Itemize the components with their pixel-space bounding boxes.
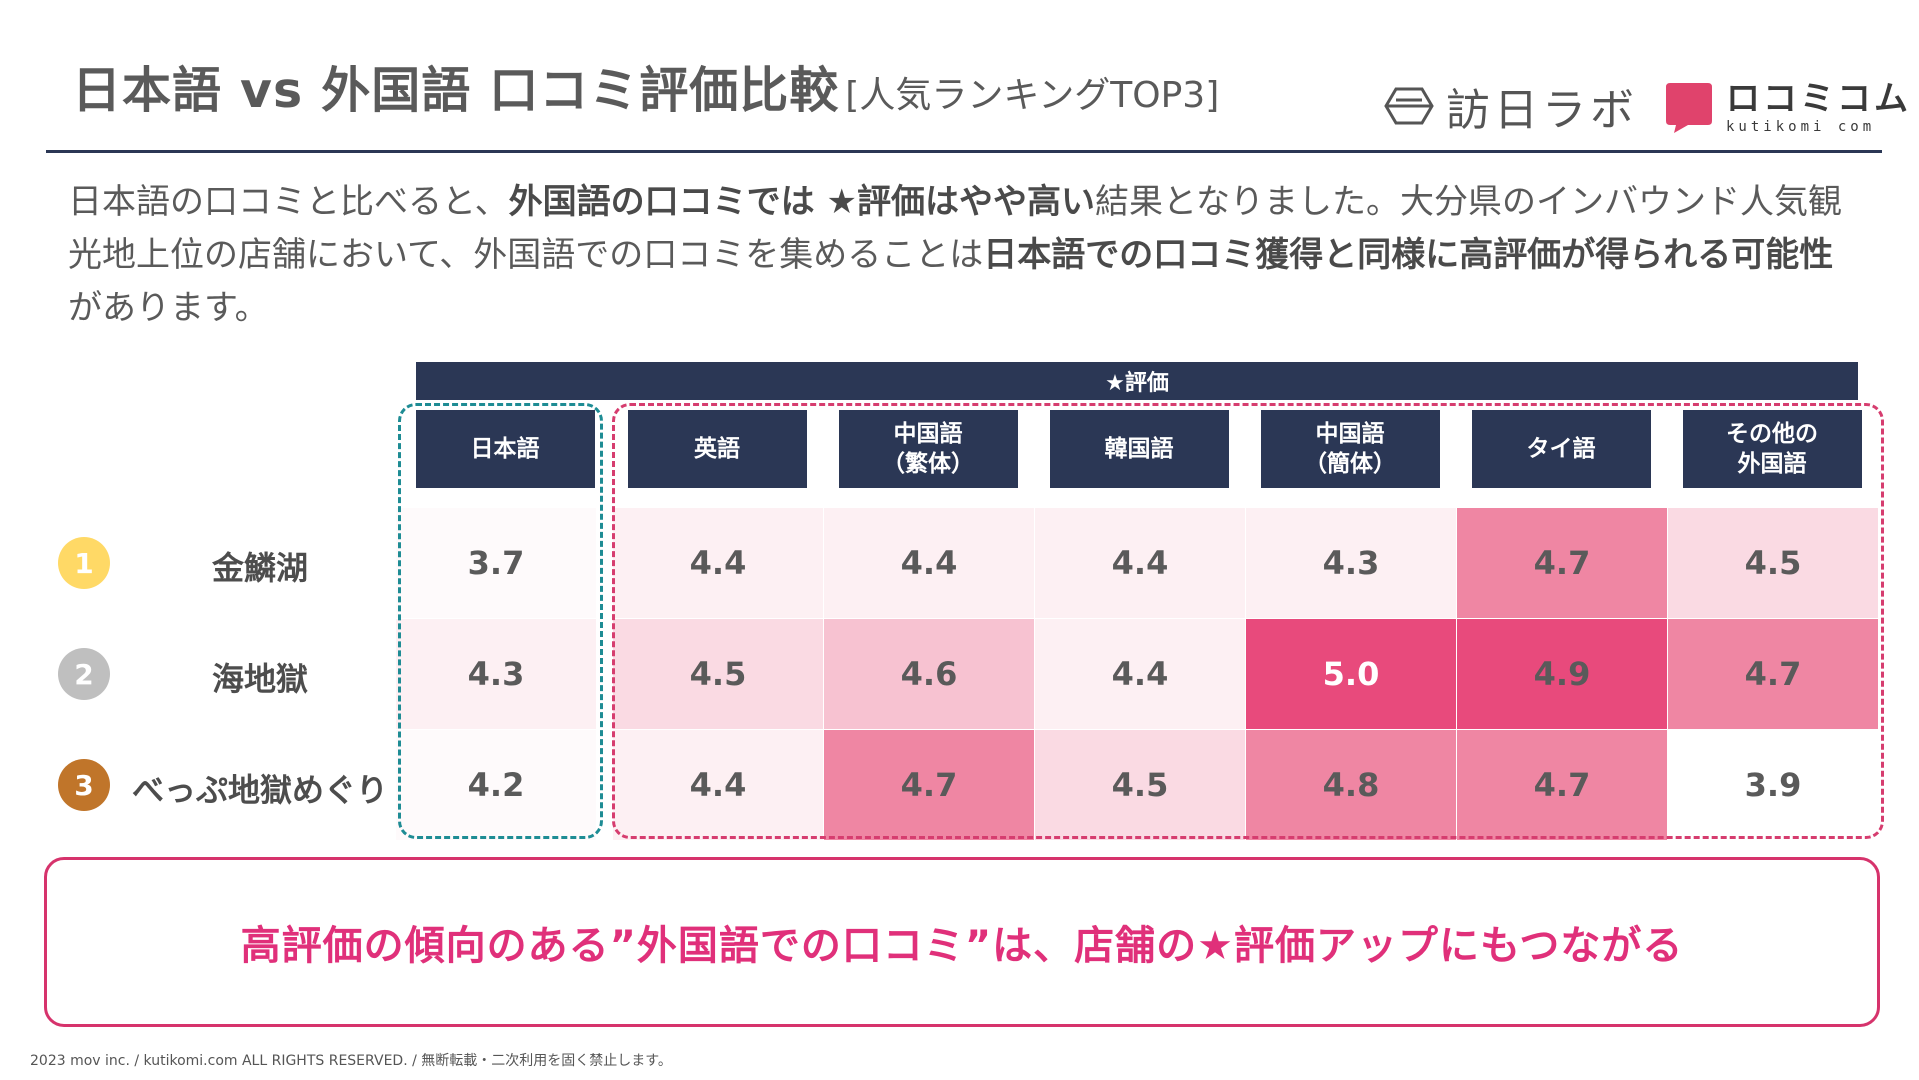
rating-cell: 3.7 — [396, 508, 596, 618]
foreign-group-box — [612, 403, 1884, 839]
spot-name: 海地獄 — [211, 660, 308, 698]
rating-cell: 4.2 — [396, 730, 596, 840]
rating-cell: 4.4 — [823, 508, 1034, 618]
rating-cell: 4.4 — [612, 730, 823, 840]
rating-cell: 4.4 — [1034, 619, 1245, 729]
column-header: 英語 — [627, 410, 807, 488]
column-header: 中国語 （簡体） — [1260, 410, 1440, 488]
kuchikomi-logo: ロコミコム kutikomi com — [1664, 80, 1911, 136]
intro-text: があります。 — [68, 288, 269, 328]
rating-cell: 4.3 — [1245, 508, 1456, 618]
rating-cell: 4.8 — [1245, 730, 1456, 840]
rating-cell: 4.5 — [1034, 730, 1245, 840]
rating-cell: 4.5 — [612, 619, 823, 729]
rating-header: ★評価 — [416, 362, 1858, 400]
speech-bubble-icon — [1666, 83, 1712, 133]
page-title: 日本語 vs 外国語 口コミ評価比較 [人気ランキングTOP3] — [72, 66, 1219, 115]
rank-badge: 2 — [58, 648, 110, 700]
copyright-footer: 2023 mov inc. / kutikomi.com ALL RIGHTS … — [30, 1053, 672, 1069]
rank-badge: 1 — [58, 537, 110, 589]
intro-paragraph: 日本語の口コミと比べると、外国語の口コミでは ★評価はやや高い結果となりました。… — [68, 176, 1858, 335]
intro-emphasis: 外国語の口コミでは ★評価はやや高い — [508, 182, 1095, 222]
intro-emphasis: 日本語での口コミ獲得と同様に高評価が得られる可能性 — [983, 235, 1834, 275]
rating-cell: 4.7 — [1456, 730, 1667, 840]
column-header: 日本語 — [415, 410, 595, 488]
rating-cell: 5.0 — [1245, 619, 1456, 729]
title-main: 日本語 vs 外国語 口コミ評価比較 — [72, 62, 840, 119]
rating-cell: 4.6 — [823, 619, 1034, 729]
column-header: タイ語 — [1471, 410, 1651, 488]
kuchikomi-logo-text: ロコミコム — [1726, 79, 1911, 119]
column-header: その他の 外国語 — [1682, 410, 1862, 488]
intro-text: 結果となりました。大分県のインバウンド人気観光地上位の店舗において、外国語での口… — [68, 182, 1842, 275]
rating-cell: 4.4 — [1034, 508, 1245, 618]
rating-cell: 4.3 — [396, 619, 596, 729]
rating-cell: 4.7 — [1456, 508, 1667, 618]
conclusion-callout: 高評価の傾向のある”外国語での口コミ”は、店舗の★評価アップにもつながる — [44, 857, 1880, 1027]
spot-name: べっぷ地獄めぐり — [131, 771, 388, 809]
rating-cell: 4.7 — [1667, 619, 1878, 729]
column-header: 中国語 （繁体） — [838, 410, 1018, 488]
kuchikomi-domain: kutikomi com — [1726, 119, 1876, 135]
spot-name: 金鱗湖 — [211, 549, 308, 587]
hojin-labo-text: 訪日ラボ — [1446, 85, 1638, 136]
rating-cell: 4.9 — [1456, 619, 1667, 729]
japanese-group-box — [398, 403, 603, 839]
intro-text: 日本語の口コミと比べると、 — [68, 182, 509, 222]
rating-cell: 4.7 — [823, 730, 1034, 840]
hojin-labo-logo: 訪日ラボ — [1384, 80, 1638, 136]
rank-badge: 3 — [58, 759, 110, 811]
title-sub: [人気ランキングTOP3] — [845, 75, 1220, 116]
rating-cell: 4.5 — [1667, 508, 1878, 618]
rating-cell: 3.9 — [1667, 730, 1878, 840]
title-divider — [46, 150, 1882, 153]
callout-text: 高評価の傾向のある”外国語での口コミ”は、店舗の★評価アップにもつながる — [240, 923, 1684, 969]
column-header: 韓国語 — [1049, 410, 1229, 488]
hojin-labo-icon — [1384, 87, 1434, 125]
